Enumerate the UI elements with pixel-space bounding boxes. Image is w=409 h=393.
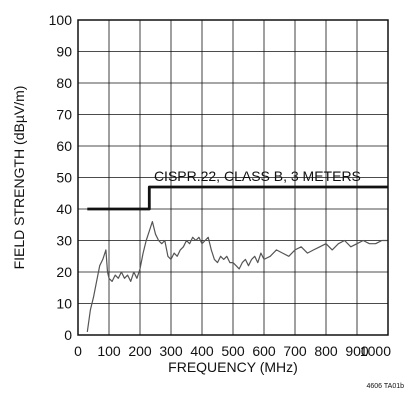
y-tick-label: 60	[56, 138, 72, 154]
y-tick-label: 100	[49, 12, 73, 28]
y-tick-label: 0	[64, 327, 72, 343]
x-tick-label: 500	[221, 343, 245, 359]
y-tick-label: 70	[56, 107, 72, 123]
x-tick-label: 900	[345, 343, 369, 359]
x-tick-label: 600	[252, 343, 276, 359]
y-tick-label: 20	[56, 264, 72, 280]
x-tick-label: 400	[190, 343, 214, 359]
y-tick-label: 10	[56, 296, 72, 312]
x-tick-label: 200	[128, 343, 152, 359]
y-tick-label: 90	[56, 44, 72, 60]
x-tick-label: 0	[74, 343, 82, 359]
y-tick-label: 30	[56, 233, 72, 249]
y-axis-title: FIELD STRENGTH (dBµV/m)	[11, 86, 27, 270]
figure-id: 4606 TA01b	[367, 383, 405, 390]
series-layer	[86, 185, 388, 332]
x-axis-title: FREQUENCY (MHz)	[168, 359, 298, 375]
x-tick-label: 100	[97, 343, 121, 359]
x-tick-label: 800	[314, 343, 338, 359]
x-tick-label: 300	[159, 343, 183, 359]
y-tick-label: 40	[56, 201, 72, 217]
measured-trace	[86, 221, 388, 332]
y-tick-labels: 0 10 20 30 40 50 60 70 80 90 100	[49, 12, 73, 343]
x-tick-label: 700	[283, 343, 307, 359]
limit-line	[87, 185, 388, 211]
limit-line-label: CISPR.22, CLASS B, 3 METERS	[154, 168, 361, 184]
y-tick-label: 80	[56, 75, 72, 91]
y-tick-label: 50	[56, 170, 72, 186]
plot-frame	[77, 19, 389, 336]
x-tick-label: 1000	[360, 343, 391, 359]
